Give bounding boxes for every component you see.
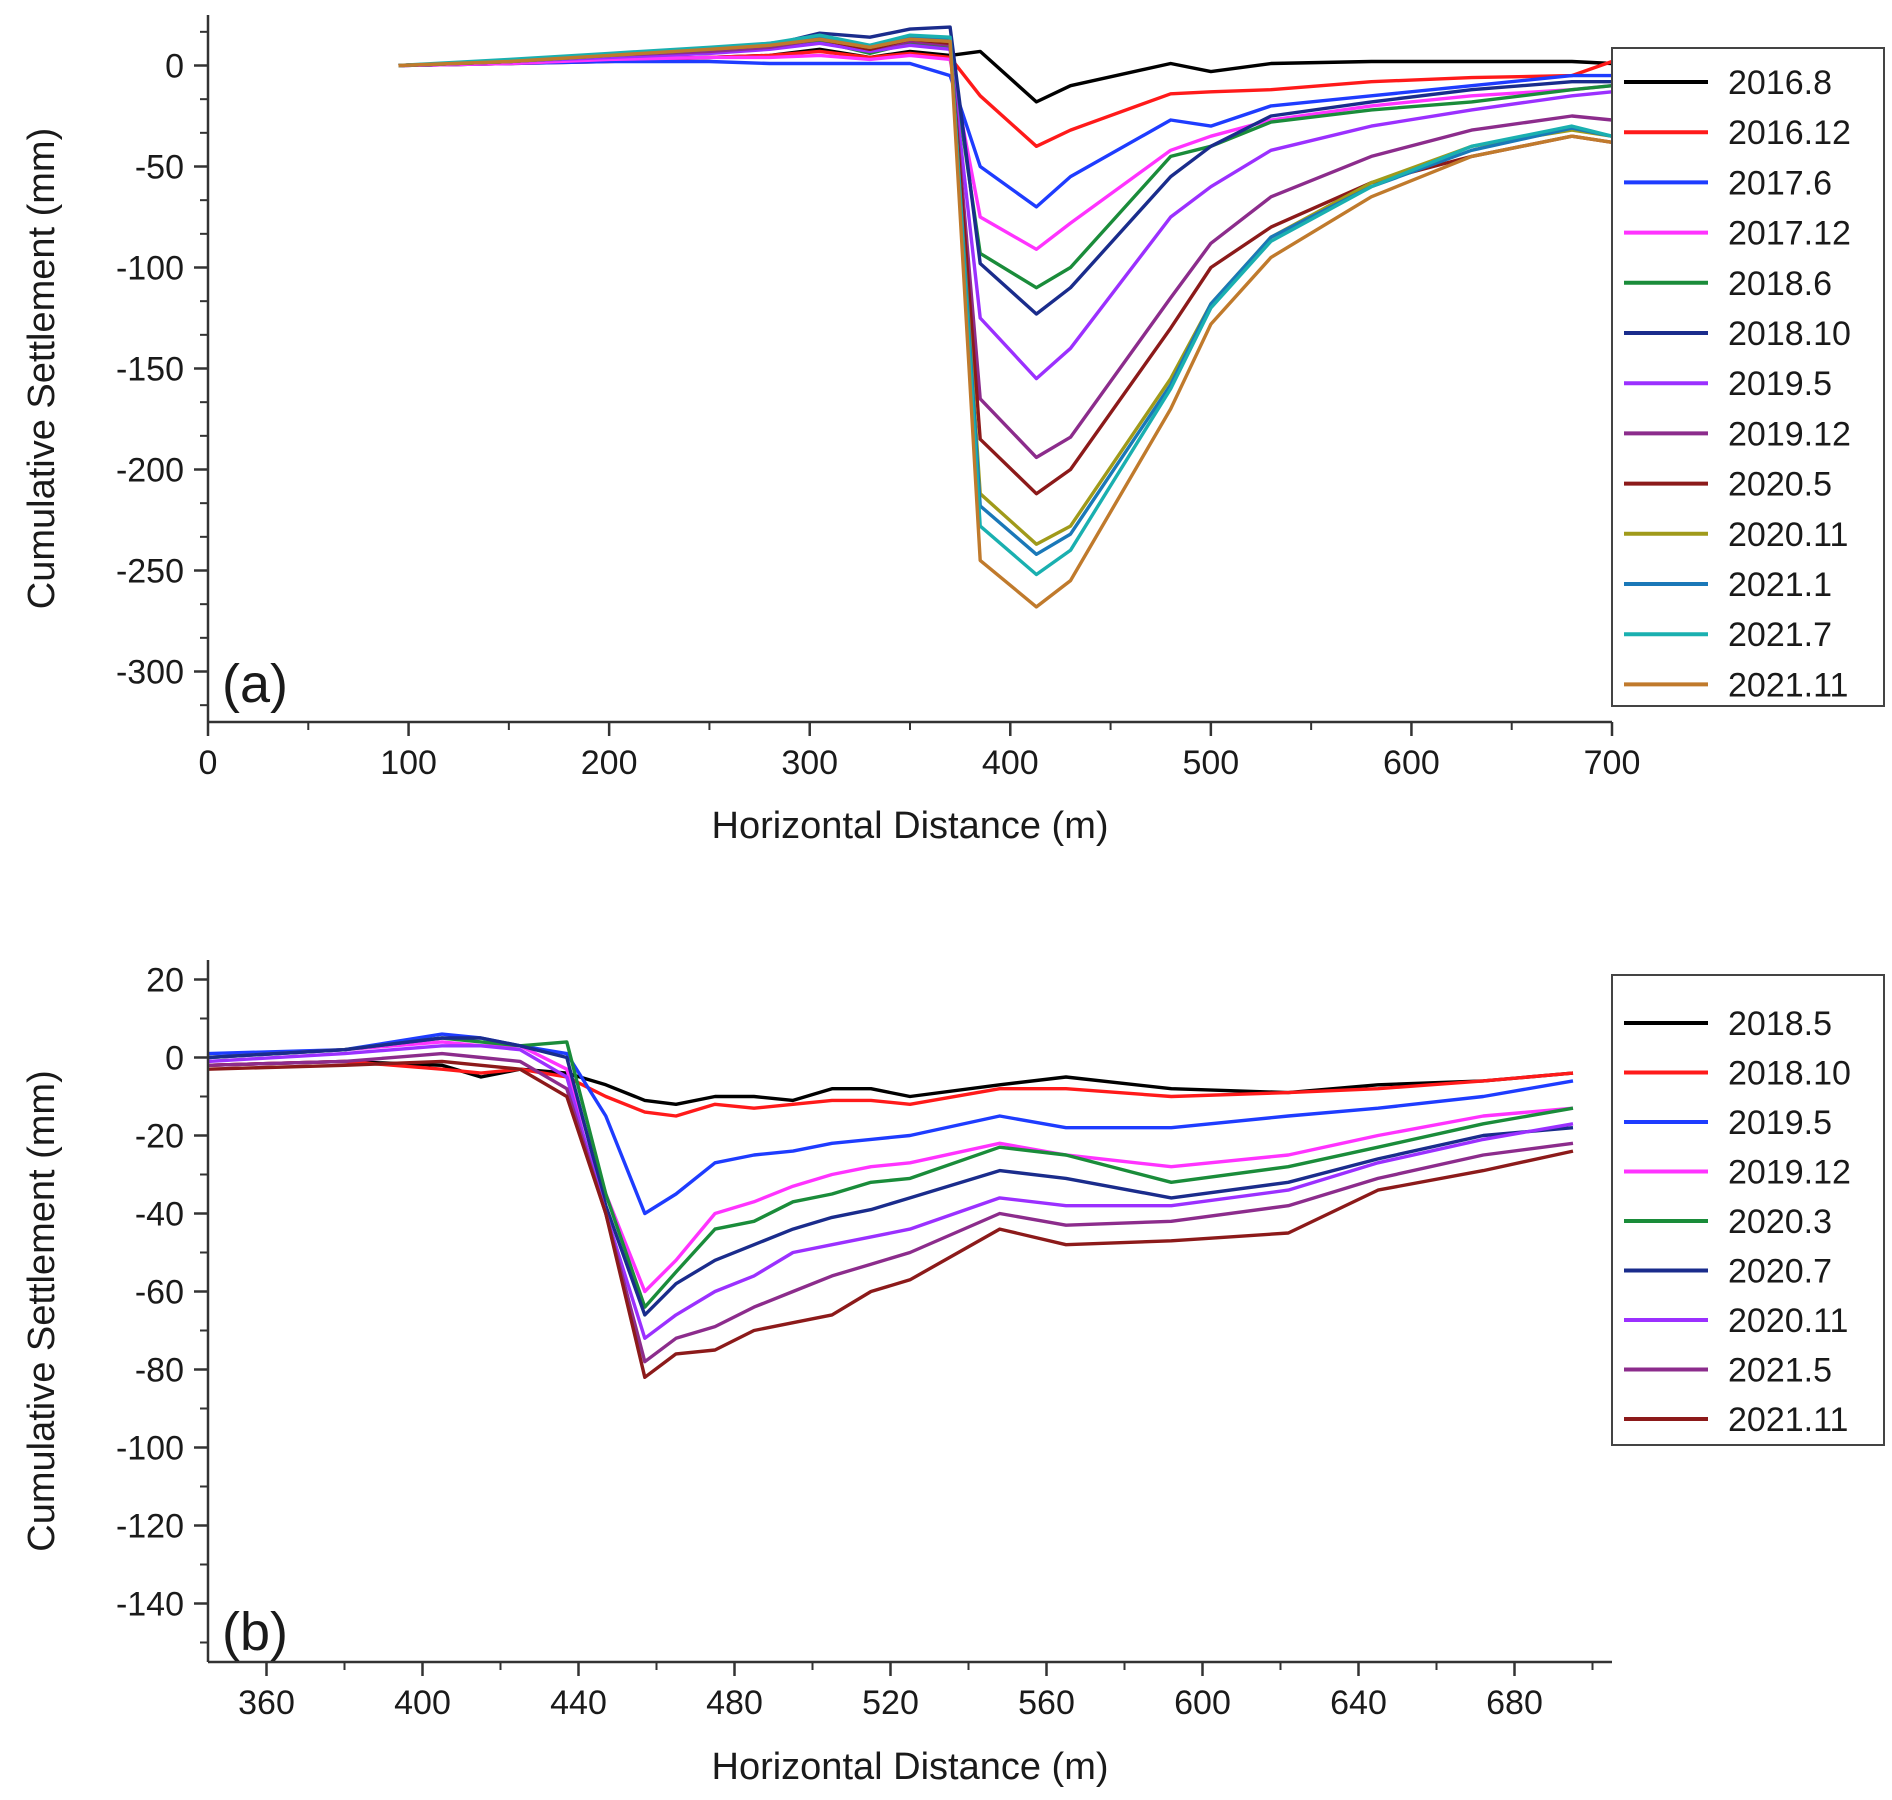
legend-label: 2018.10 xyxy=(1728,1055,1851,1093)
x-tick-label: 300 xyxy=(781,744,838,782)
legend-label: 2021.1 xyxy=(1728,566,1832,604)
x-tick-label: 600 xyxy=(1174,1684,1231,1722)
y-tick-label: -120 xyxy=(116,1508,184,1546)
series-line-2019.12 xyxy=(398,37,1613,460)
x-tick-label: 360 xyxy=(238,1684,295,1722)
y-tick-label: -100 xyxy=(116,1430,184,1468)
y-tick-label: -80 xyxy=(135,1352,184,1390)
legend-label: 2021.5 xyxy=(1728,1352,1832,1390)
series-line-2018.5 xyxy=(207,1059,1574,1106)
x-axis-title: Horizontal Distance (m) xyxy=(712,1746,1109,1788)
legend-label: 2020.11 xyxy=(1728,1302,1848,1340)
legend-label: 2020.7 xyxy=(1728,1253,1832,1291)
legend-label: 2021.7 xyxy=(1728,616,1832,654)
series-line-2019.12 xyxy=(207,1040,1574,1294)
legend-label: 2021.11 xyxy=(1728,1401,1848,1439)
y-tick-label: -150 xyxy=(116,351,184,389)
y-tick-label: 0 xyxy=(165,1040,184,1078)
series-line-2017.12 xyxy=(398,53,1613,251)
series-line-2021.11 xyxy=(207,1059,1574,1379)
legend-label: 2018.10 xyxy=(1728,315,1851,353)
legend-label: 2020.11 xyxy=(1728,516,1848,554)
x-tick-label: 500 xyxy=(1182,744,1239,782)
x-tick-label: 560 xyxy=(1018,1684,1075,1722)
x-tick-label: 480 xyxy=(706,1684,763,1722)
series-line-2018.10 xyxy=(398,25,1612,316)
legend-label: 2017.6 xyxy=(1728,164,1832,202)
y-tick-label: -60 xyxy=(135,1274,184,1312)
legend-label: 2016.8 xyxy=(1728,64,1832,102)
legend-label: 2017.12 xyxy=(1728,215,1851,253)
series-lines-b xyxy=(207,1032,1574,1379)
y-axis-title: Cumulative Settlement (mm) xyxy=(21,1070,63,1551)
legend: 2018.5 2018.10 2019.5 2019.12 2020.3 2020.7 20… xyxy=(1611,974,1885,1446)
legend-label: 2020.3 xyxy=(1728,1203,1832,1241)
x-tick-label: 0 xyxy=(199,744,218,782)
x-tick-label: 680 xyxy=(1486,1684,1543,1722)
x-tick-label: 400 xyxy=(394,1684,451,1722)
series-line-2021.11 xyxy=(398,37,1613,609)
series-line-2021.1 xyxy=(398,35,1613,556)
legend-label: 2018.5 xyxy=(1728,1005,1832,1043)
legend-label: 2020.5 xyxy=(1728,466,1832,504)
legend-box xyxy=(1611,47,1885,707)
series-line-2020.3 xyxy=(207,1036,1574,1309)
legend-label: 2019.12 xyxy=(1728,415,1851,453)
y-tick-label: -200 xyxy=(116,452,184,490)
legend-label: 2018.6 xyxy=(1728,265,1832,303)
y-tick-label: -140 xyxy=(116,1586,184,1624)
legend: 2016.8 2016.12 2017.6 2017.12 2018.6 2018.10 2… xyxy=(1611,47,1885,707)
x-tick-label: 100 xyxy=(380,744,437,782)
y-tick-label: 0 xyxy=(165,48,184,86)
series-line-2021.7 xyxy=(398,33,1613,577)
x-tick-label: 400 xyxy=(982,744,1039,782)
x-tick-label: 440 xyxy=(550,1684,607,1722)
x-tick-label: 200 xyxy=(581,744,638,782)
y-tick-label: -40 xyxy=(135,1196,184,1234)
panel-label: (b) xyxy=(222,1602,288,1662)
panel-label: (a) xyxy=(222,654,288,714)
y-tick-label: -100 xyxy=(116,250,184,288)
legend-label: 2019.12 xyxy=(1728,1154,1851,1192)
series-line-2018.10 xyxy=(207,1059,1574,1118)
series-line-2021.5 xyxy=(207,1051,1574,1364)
chart-panel-a: 0 100 200 300 400 500 600 700 0 -50 -100 -150 -200 -2… xyxy=(21,15,1885,847)
x-tick-label: 700 xyxy=(1584,744,1641,782)
series-line-2020.7 xyxy=(207,1036,1574,1317)
legend-label: 2016.12 xyxy=(1728,114,1851,152)
series-line-2017.6 xyxy=(398,59,1612,209)
legend-label: 2019.5 xyxy=(1728,1104,1832,1142)
series-line-2019.5 xyxy=(398,41,1613,381)
y-axis-title: Cumulative Settlement (mm) xyxy=(21,128,63,609)
series-line-2020.11 xyxy=(207,1044,1574,1340)
legend-box xyxy=(1611,974,1885,1446)
series-lines-a xyxy=(398,25,1613,609)
x-tick-label: 520 xyxy=(862,1684,919,1722)
y-tick-label: -300 xyxy=(116,654,184,692)
x-tick-label: 600 xyxy=(1383,744,1440,782)
y-tick-label: -250 xyxy=(116,553,184,591)
legend-label: 2019.5 xyxy=(1728,365,1832,403)
x-axis-title: Horizontal Distance (m) xyxy=(712,805,1109,847)
x-tick-label: 640 xyxy=(1330,1684,1387,1722)
legend-label: 2021.11 xyxy=(1728,666,1848,704)
y-tick-label: -20 xyxy=(135,1118,184,1156)
chart-panel-b: 360 400 440 480 520 560 600 640 680 20 0 -20 -40 -60 -… xyxy=(21,960,1885,1788)
y-tick-label: 20 xyxy=(146,962,184,1000)
y-tick-label: -50 xyxy=(135,149,184,187)
